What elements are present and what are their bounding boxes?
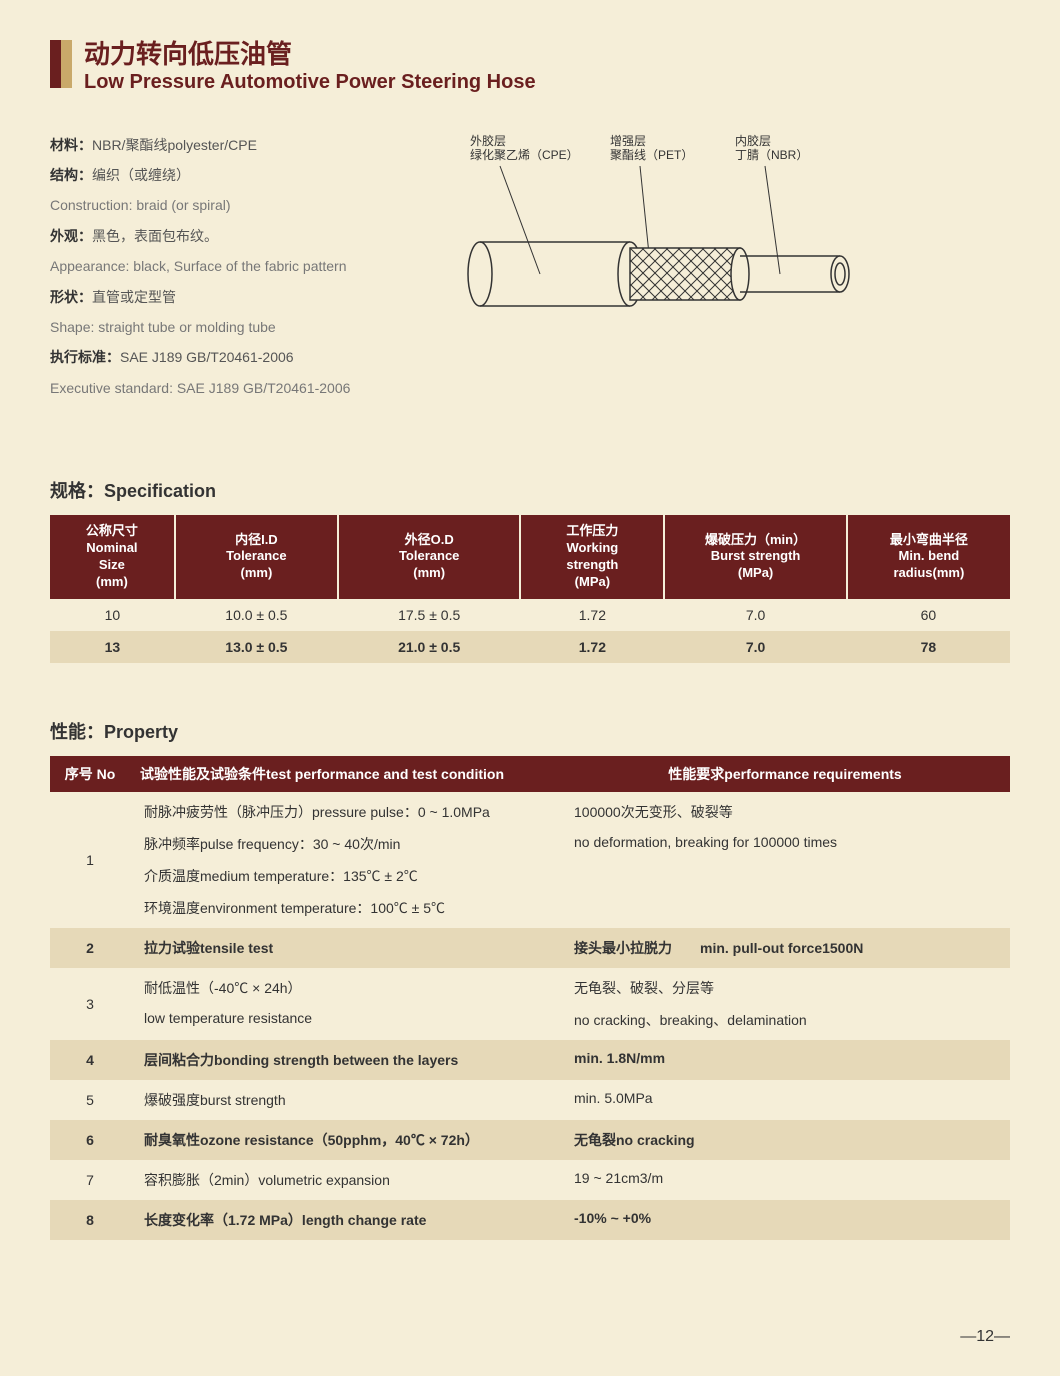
prop-req-cell: min. 5.0MPa bbox=[560, 1080, 1010, 1120]
prop-req-cell: min. 1.8N/mm bbox=[560, 1040, 1010, 1080]
spec-col-header: 内径I.DTolerance(mm) bbox=[175, 515, 338, 599]
info-row: 材料：NBR/聚酯线polyester/CPE 结构：编织（或缠绕） Constru… bbox=[50, 134, 1010, 408]
spec-col-header: 公称尺寸NominalSize(mm) bbox=[50, 515, 175, 599]
property-heading: 性能：Property bbox=[50, 718, 1010, 744]
prop-row: 6耐臭氧性ozone resistance（50pphm，40℃ × 72h）无… bbox=[50, 1120, 1010, 1160]
spec-col-header: 外径O.DTolerance(mm) bbox=[338, 515, 520, 599]
prop-no-cell: 3 bbox=[50, 968, 130, 1040]
prop-row: 7容积膨胀（2min）volumetric expansion19 ~ 21cm… bbox=[50, 1160, 1010, 1200]
prop-req-cell: 接头最小拉脱力 min. pull-out force1500N bbox=[560, 928, 1010, 968]
spec-cell: 7.0 bbox=[664, 599, 846, 631]
spec-row: 1313.0 ± 0.521.0 ± 0.51.727.078 bbox=[50, 631, 1010, 663]
prop-row: 4层间粘合力bonding strength between the layer… bbox=[50, 1040, 1010, 1080]
prop-req-cell: 无龟裂no cracking bbox=[560, 1120, 1010, 1160]
prop-row: 5爆破强度burst strengthmin. 5.0MPa bbox=[50, 1080, 1010, 1120]
spec-col-header: 工作压力Workingstrength(MPa) bbox=[520, 515, 664, 599]
property-table: 序号 No试验性能及试验条件test performance and test … bbox=[50, 756, 1010, 1240]
spec-cell: 10.0 ± 0.5 bbox=[175, 599, 338, 631]
title-accent-bar bbox=[50, 40, 72, 88]
prop-test-cell: 爆破强度burst strength bbox=[130, 1080, 560, 1120]
prop-no-cell: 5 bbox=[50, 1080, 130, 1120]
title-en: Low Pressure Automotive Power Steering H… bbox=[84, 71, 536, 94]
prop-row: 8长度变化率（1.72 MPa）length change rate-10% ~… bbox=[50, 1200, 1010, 1240]
prop-line: 执行标准：SAE J189 GB/T20461-2006 bbox=[50, 346, 430, 368]
prop-req-cell: 19 ~ 21cm3/m bbox=[560, 1160, 1010, 1200]
spec-cell: 13.0 ± 0.5 bbox=[175, 631, 338, 663]
prop-row: 1耐脉冲疲劳性（脉冲压力）pressure pulse：0 ~ 1.0MPa脉冲… bbox=[50, 792, 1010, 928]
diagram-label: 外胶层绿化聚乙烯（CPE） bbox=[470, 134, 579, 163]
prop-test-cell: 耐脉冲疲劳性（脉冲压力）pressure pulse：0 ~ 1.0MPa脉冲频… bbox=[130, 792, 560, 928]
prop-test-cell: 耐低温性（-40℃ × 24h）low temperature resistan… bbox=[130, 968, 560, 1040]
prop-no-cell: 8 bbox=[50, 1200, 130, 1240]
spec-row: 1010.0 ± 0.517.5 ± 0.51.727.060 bbox=[50, 599, 1010, 631]
prop-req-cell: 100000次无变形、破裂等no deformation, breaking f… bbox=[560, 792, 1010, 928]
diagram-label: 增强层聚酯线（PET） bbox=[610, 134, 693, 163]
prop-req-cell: -10% ~ +0% bbox=[560, 1200, 1010, 1240]
prop-row: 2拉力试验tensile test接头最小拉脱力 min. pull-out f… bbox=[50, 928, 1010, 968]
titles: 动力转向低压油管 Low Pressure Automotive Power S… bbox=[84, 40, 536, 94]
spec-col-header: 爆破压力（min）Burst strength(MPa) bbox=[664, 515, 846, 599]
spec-cell: 78 bbox=[847, 631, 1010, 663]
prop-line: 外观：黑色，表面包布纹。 bbox=[50, 225, 430, 247]
hose-svg bbox=[460, 134, 890, 364]
prop-test-cell: 耐臭氧性ozone resistance（50pphm，40℃ × 72h） bbox=[130, 1120, 560, 1160]
spec-cell: 21.0 ± 0.5 bbox=[338, 631, 520, 663]
spec-table: 公称尺寸NominalSize(mm)内径I.DTolerance(mm)外径O… bbox=[50, 515, 1010, 663]
spec-cell: 13 bbox=[50, 631, 175, 663]
prop-line: 结构：编织（或缠绕） bbox=[50, 164, 430, 186]
prop-no-cell: 4 bbox=[50, 1040, 130, 1080]
spec-cell: 17.5 ± 0.5 bbox=[338, 599, 520, 631]
spec-cell: 1.72 bbox=[520, 599, 664, 631]
spec-cell: 7.0 bbox=[664, 631, 846, 663]
page-number: —12— bbox=[960, 1328, 1010, 1346]
title-cn: 动力转向低压油管 bbox=[84, 40, 536, 69]
prop-col-header: 试验性能及试验条件test performance and test condi… bbox=[130, 756, 560, 792]
prop-test-cell: 长度变化率（1.72 MPa）length change rate bbox=[130, 1200, 560, 1240]
prop-line: Construction: braid (or spiral) bbox=[50, 194, 430, 216]
prop-no-cell: 7 bbox=[50, 1160, 130, 1200]
prop-line: Appearance: black, Surface of the fabric… bbox=[50, 255, 430, 277]
spec-col-header: 最小弯曲半径Min. bendradius(mm) bbox=[847, 515, 1010, 599]
prop-line: Executive standard: SAE J189 GB/T20461-2… bbox=[50, 377, 430, 399]
material-props-list: 材料：NBR/聚酯线polyester/CPE 结构：编织（或缠绕） Constru… bbox=[50, 134, 430, 408]
spec-cell: 60 bbox=[847, 599, 1010, 631]
prop-no-cell: 2 bbox=[50, 928, 130, 968]
prop-col-header: 性能要求performance requirements bbox=[560, 756, 1010, 792]
prop-test-cell: 层间粘合力bonding strength between the layers bbox=[130, 1040, 560, 1080]
prop-no-cell: 6 bbox=[50, 1120, 130, 1160]
prop-line: 材料：NBR/聚酯线polyester/CPE bbox=[50, 134, 430, 156]
title-block: 动力转向低压油管 Low Pressure Automotive Power S… bbox=[50, 40, 1010, 94]
diagram-label: 内胶层丁腈（NBR） bbox=[735, 134, 808, 163]
prop-line: 形状：直管或定型管 bbox=[50, 286, 430, 308]
spec-cell: 10 bbox=[50, 599, 175, 631]
prop-row: 3耐低温性（-40℃ × 24h）low temperature resista… bbox=[50, 968, 1010, 1040]
prop-test-cell: 拉力试验tensile test bbox=[130, 928, 560, 968]
spec-cell: 1.72 bbox=[520, 631, 664, 663]
prop-test-cell: 容积膨胀（2min）volumetric expansion bbox=[130, 1160, 560, 1200]
prop-req-cell: 无龟裂、破裂、分层等no cracking、breaking、delaminat… bbox=[560, 968, 1010, 1040]
hose-diagram: 外胶层绿化聚乙烯（CPE） 增强层聚酯线（PET） 内胶层丁腈（NBR） bbox=[460, 134, 1010, 364]
prop-line: Shape: straight tube or molding tube bbox=[50, 316, 430, 338]
prop-no-cell: 1 bbox=[50, 792, 130, 928]
prop-col-header: 序号 No bbox=[50, 756, 130, 792]
spec-heading: 规格：Specification bbox=[50, 477, 1010, 503]
